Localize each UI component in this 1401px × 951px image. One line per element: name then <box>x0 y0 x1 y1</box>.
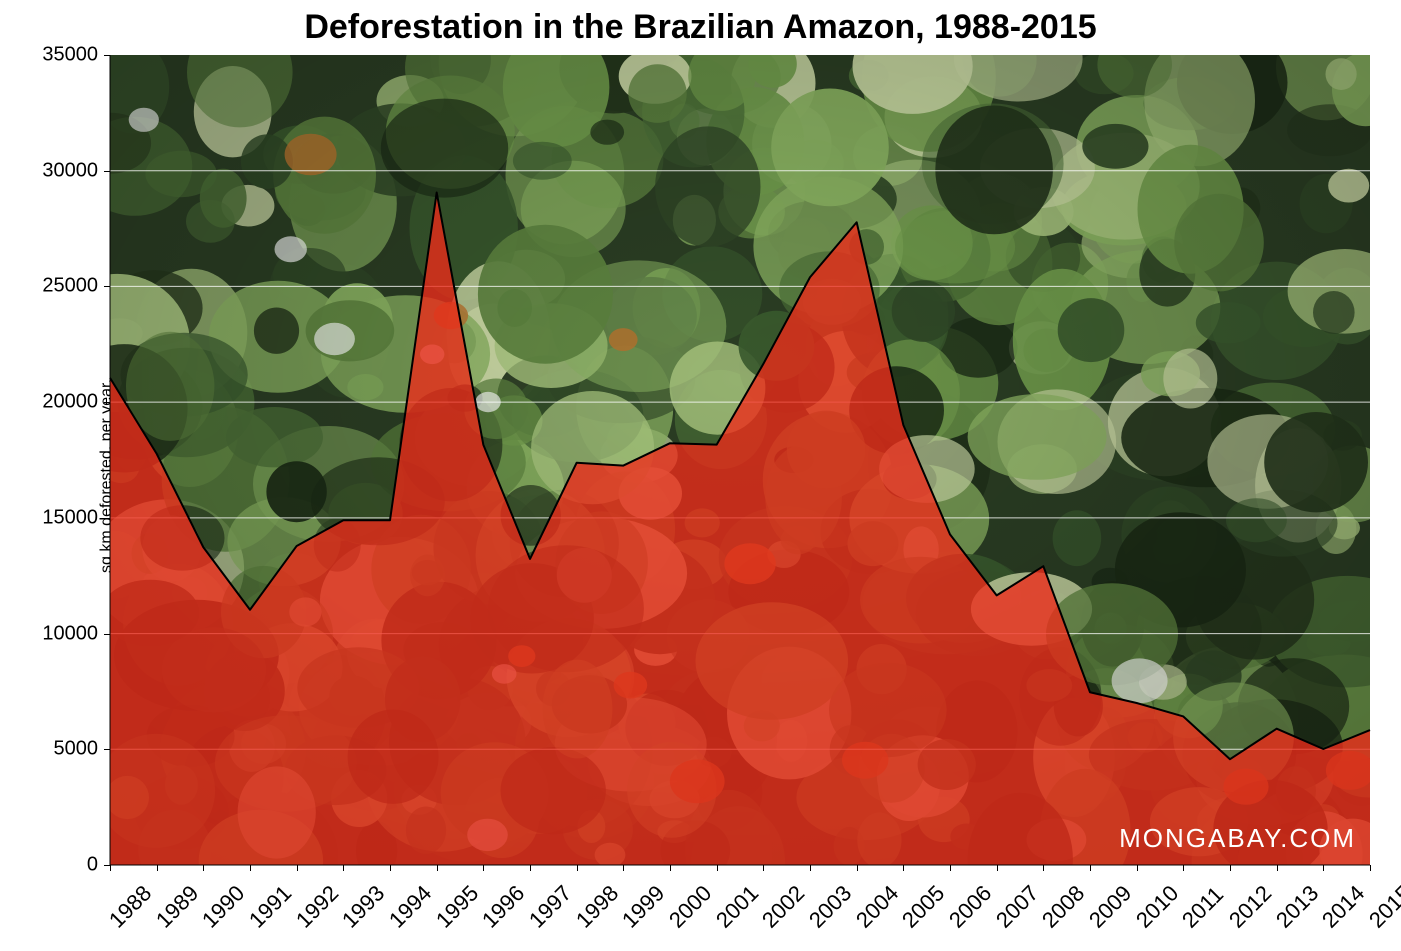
x-tick-label: 2002 <box>757 880 810 933</box>
x-tick-mark <box>250 865 251 871</box>
x-tick-label: 2005 <box>897 880 950 933</box>
y-tick-mark <box>104 634 110 635</box>
x-tick-label: 1992 <box>291 880 344 933</box>
plot-svg <box>110 55 1370 865</box>
x-tick-mark <box>1043 865 1044 871</box>
watermark-mongabay: MONGABAY.COM <box>1119 823 1356 854</box>
x-tick-mark <box>763 865 764 871</box>
x-tick-mark <box>1090 865 1091 871</box>
x-tick-label: 2006 <box>944 880 997 933</box>
x-tick-mark <box>1137 865 1138 871</box>
x-tick-mark <box>297 865 298 871</box>
x-tick-mark <box>483 865 484 871</box>
x-tick-mark <box>670 865 671 871</box>
x-tick-label: 2011 <box>1177 882 1229 934</box>
x-tick-mark <box>110 865 111 871</box>
x-tick-mark <box>203 865 204 871</box>
x-tick-label: 1990 <box>197 880 250 933</box>
chart-title: Deforestation in the Brazilian Amazon, 1… <box>0 8 1401 47</box>
x-tick-label: 2007 <box>991 880 1044 933</box>
y-tick-label: 35000 <box>28 44 98 67</box>
x-tick-label: 2000 <box>664 880 717 933</box>
y-tick-label: 5000 <box>28 738 98 761</box>
x-tick-mark <box>1370 865 1371 871</box>
x-tick-label: 2010 <box>1131 880 1184 933</box>
x-tick-mark <box>1230 865 1231 871</box>
x-tick-mark <box>437 865 438 871</box>
x-tick-mark <box>390 865 391 871</box>
x-tick-label: 2003 <box>804 880 857 933</box>
area-series <box>110 192 1370 865</box>
x-tick-label: 1993 <box>337 880 390 933</box>
y-tick-label: 25000 <box>28 275 98 298</box>
x-tick-mark <box>997 865 998 871</box>
x-tick-mark <box>1183 865 1184 871</box>
x-tick-label: 1991 <box>244 880 297 933</box>
x-tick-label: 1996 <box>477 880 530 933</box>
x-tick-label: 1999 <box>617 880 670 933</box>
x-tick-mark <box>1277 865 1278 871</box>
y-tick-mark <box>104 402 110 403</box>
x-tick-label: 1988 <box>104 880 157 933</box>
y-tick-mark <box>104 518 110 519</box>
y-tick-label: 15000 <box>28 506 98 529</box>
x-tick-label: 1998 <box>571 880 624 933</box>
y-tick-mark <box>104 171 110 172</box>
x-tick-mark <box>623 865 624 871</box>
x-tick-mark <box>343 865 344 871</box>
y-tick-mark <box>104 286 110 287</box>
x-tick-label: 2013 <box>1271 880 1324 933</box>
y-tick-mark <box>104 55 110 56</box>
x-tick-mark <box>717 865 718 871</box>
x-tick-label: 1994 <box>384 880 437 933</box>
x-tick-label: 2012 <box>1224 880 1277 933</box>
x-tick-label: 1989 <box>151 880 204 933</box>
x-tick-mark <box>157 865 158 871</box>
y-tick-label: 0 <box>28 854 98 877</box>
x-tick-label: 1995 <box>431 880 484 933</box>
y-tick-label: 20000 <box>28 391 98 414</box>
y-tick-label: 30000 <box>28 159 98 182</box>
y-tick-label: 10000 <box>28 622 98 645</box>
x-tick-label: 2009 <box>1084 880 1137 933</box>
x-tick-mark <box>810 865 811 871</box>
x-tick-label: 2004 <box>851 880 904 933</box>
x-tick-mark <box>857 865 858 871</box>
x-tick-mark <box>577 865 578 871</box>
x-tick-mark <box>1323 865 1324 871</box>
x-tick-mark <box>530 865 531 871</box>
x-tick-label: 2001 <box>711 880 764 933</box>
x-tick-label: 1997 <box>524 880 577 933</box>
x-tick-label: 2008 <box>1037 880 1090 933</box>
x-tick-mark <box>903 865 904 871</box>
x-tick-mark <box>950 865 951 871</box>
deforestation-area-chart: Deforestation in the Brazilian Amazon, 1… <box>0 0 1401 951</box>
plot-area <box>110 55 1370 865</box>
x-tick-label: 2014 <box>1317 880 1370 933</box>
y-tick-mark <box>104 749 110 750</box>
x-tick-label: 2015 <box>1364 880 1401 933</box>
